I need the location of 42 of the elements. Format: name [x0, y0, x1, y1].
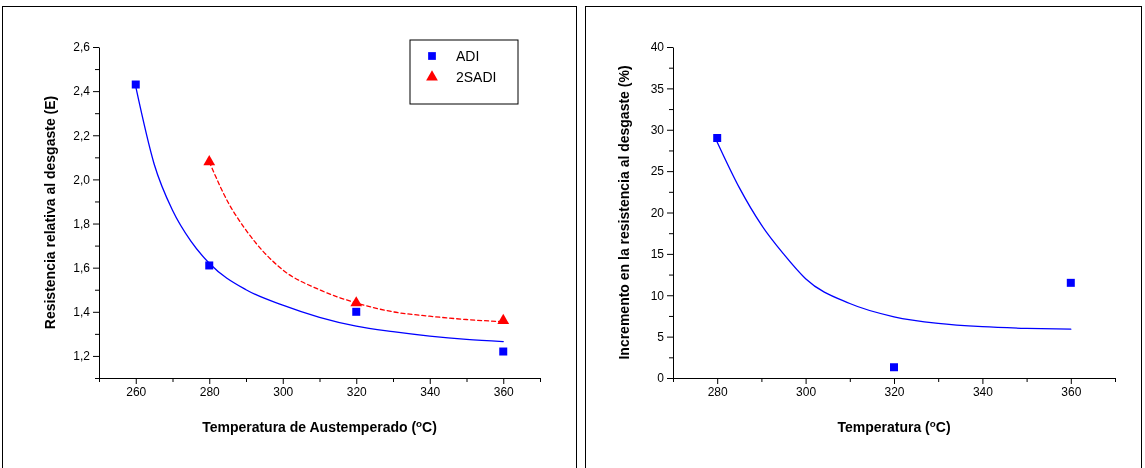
x-tick-label: 320: [884, 384, 905, 399]
point: [1066, 278, 1075, 287]
y-tick-label: 35: [650, 81, 665, 96]
x-tick-label: 360: [493, 384, 515, 399]
y-tick-label: 2,6: [73, 40, 91, 55]
y-tick-label: 2,4: [73, 84, 91, 99]
point: [713, 134, 722, 143]
x-tick-label: 280: [707, 384, 729, 399]
legend-label: 2SADI: [456, 69, 497, 85]
point: [203, 154, 216, 166]
x-tick-label: 340: [972, 384, 994, 399]
point: [890, 363, 898, 372]
point: [499, 347, 508, 356]
point: [131, 80, 140, 89]
x-tick-label: 300: [796, 384, 817, 399]
y-tick-label: 2,2: [73, 128, 91, 143]
y-tick-label: 1,6: [73, 261, 91, 276]
y-tick-label: 2,0: [73, 172, 91, 187]
y-tick-label: 20: [650, 205, 665, 220]
y-tick-label: 40: [650, 40, 665, 55]
legend-label: ADI: [456, 48, 480, 64]
y-axis-title: Incremento en la resistencia al desgaste (%): [616, 65, 632, 360]
point: [497, 313, 510, 325]
y-tick-label: 1,8: [73, 216, 91, 231]
x-axis-title: Temperatura de Austemperado ($^{o}$C): [202, 417, 437, 435]
x-tick-label: 280: [199, 384, 221, 399]
x-tick-label: 260: [126, 384, 147, 399]
x-tick-label: 360: [1061, 384, 1082, 399]
y-axis-title: Resistencia relativa al desgaste (E): [42, 95, 58, 330]
y-tick-label: 30: [650, 123, 665, 138]
y-tick-label: 10: [650, 288, 665, 303]
x-tick-label: 320: [346, 384, 368, 399]
y-tick-label: 15: [650, 247, 665, 262]
x-tick-label: 300: [273, 384, 294, 399]
x-tick-label: 340: [420, 384, 441, 399]
x-axis-title: Temperatura ($^{o}$C): [837, 417, 951, 435]
y-tick-label: 0: [657, 371, 665, 386]
y-tick-label: 1,2: [73, 349, 91, 364]
point: [352, 307, 361, 316]
y-tick-label: 25: [650, 164, 665, 179]
y-tick-label: 5: [657, 329, 665, 344]
y-tick-label: 1,4: [73, 305, 91, 320]
